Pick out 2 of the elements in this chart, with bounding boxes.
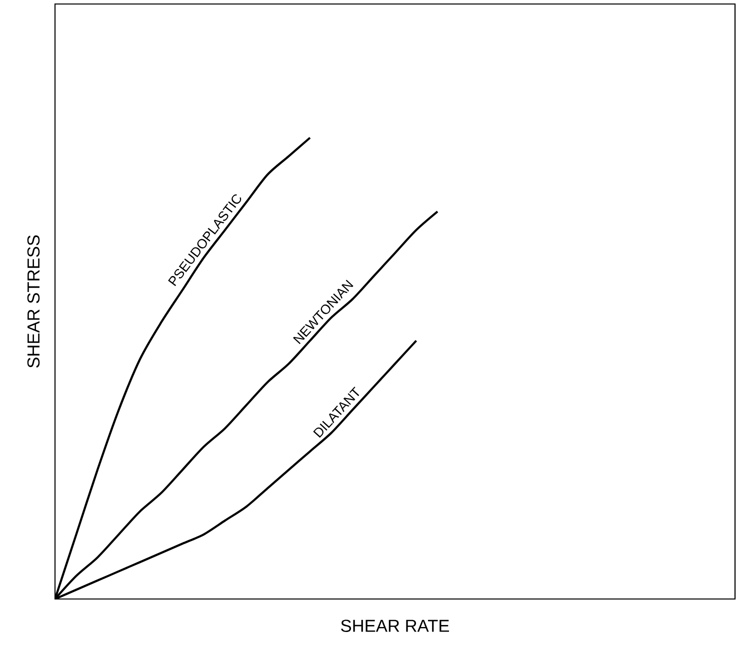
x-axis-title: SHEAR RATE bbox=[341, 620, 449, 632]
y-axis-title: SHEAR STRESS bbox=[27, 235, 40, 368]
